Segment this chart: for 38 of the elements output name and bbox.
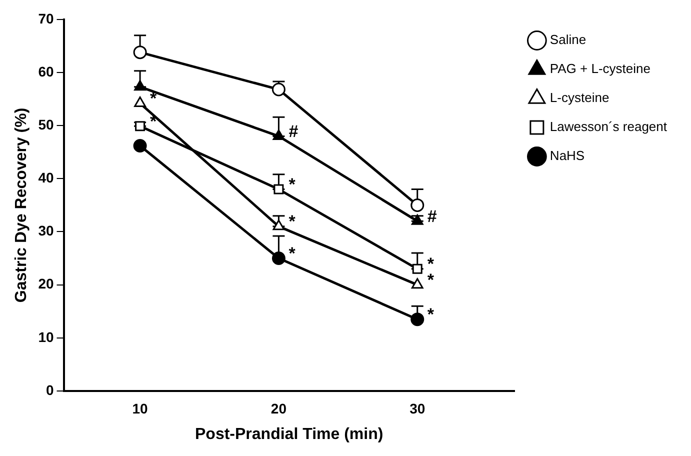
- y-tick-label: 10: [38, 328, 54, 345]
- point: [410, 312, 424, 326]
- point: [410, 198, 424, 212]
- point: [133, 46, 147, 60]
- annotation: *: [427, 305, 434, 324]
- annotation: #: [427, 206, 438, 226]
- y-tick-label: 20: [38, 276, 54, 292]
- y-axis-title: Gastric Dye Recovery (%): [13, 108, 30, 303]
- point: [272, 129, 285, 140]
- x-axis-title: Post-Prandial Time (min): [195, 426, 384, 443]
- y-tick-label: 70: [38, 10, 54, 26]
- legend-label: Saline: [550, 32, 586, 48]
- y-tick-label: 40: [38, 170, 54, 186]
- legend-label: L-cysteine: [550, 90, 610, 106]
- annotation: *: [150, 88, 158, 108]
- point: [134, 80, 146, 91]
- y-tick-label: 60: [38, 63, 54, 80]
- point: [272, 220, 285, 230]
- y-tick-label: 0: [46, 382, 54, 398]
- x-tick-label: 10: [132, 400, 148, 416]
- x-tick-label: 20: [270, 400, 287, 416]
- legend-label: PAG + L-cysteine: [550, 61, 650, 76]
- x-tick-label: 30: [410, 400, 426, 416]
- y-tick-label: 50: [38, 116, 54, 132]
- point: [274, 184, 284, 194]
- point: [134, 96, 146, 108]
- point: [133, 138, 147, 152]
- point: [272, 82, 286, 96]
- point: [412, 264, 422, 274]
- annotation: *: [288, 212, 296, 232]
- annotation: *: [288, 244, 296, 263]
- y-tick-label: 30: [38, 222, 54, 239]
- legend-label: NaHS: [550, 148, 585, 164]
- annotation: #: [288, 122, 299, 141]
- point: [272, 252, 286, 266]
- legend-label: Lawesson´s reagent: [550, 119, 668, 134]
- point: [411, 278, 424, 289]
- annotation: *: [288, 174, 296, 194]
